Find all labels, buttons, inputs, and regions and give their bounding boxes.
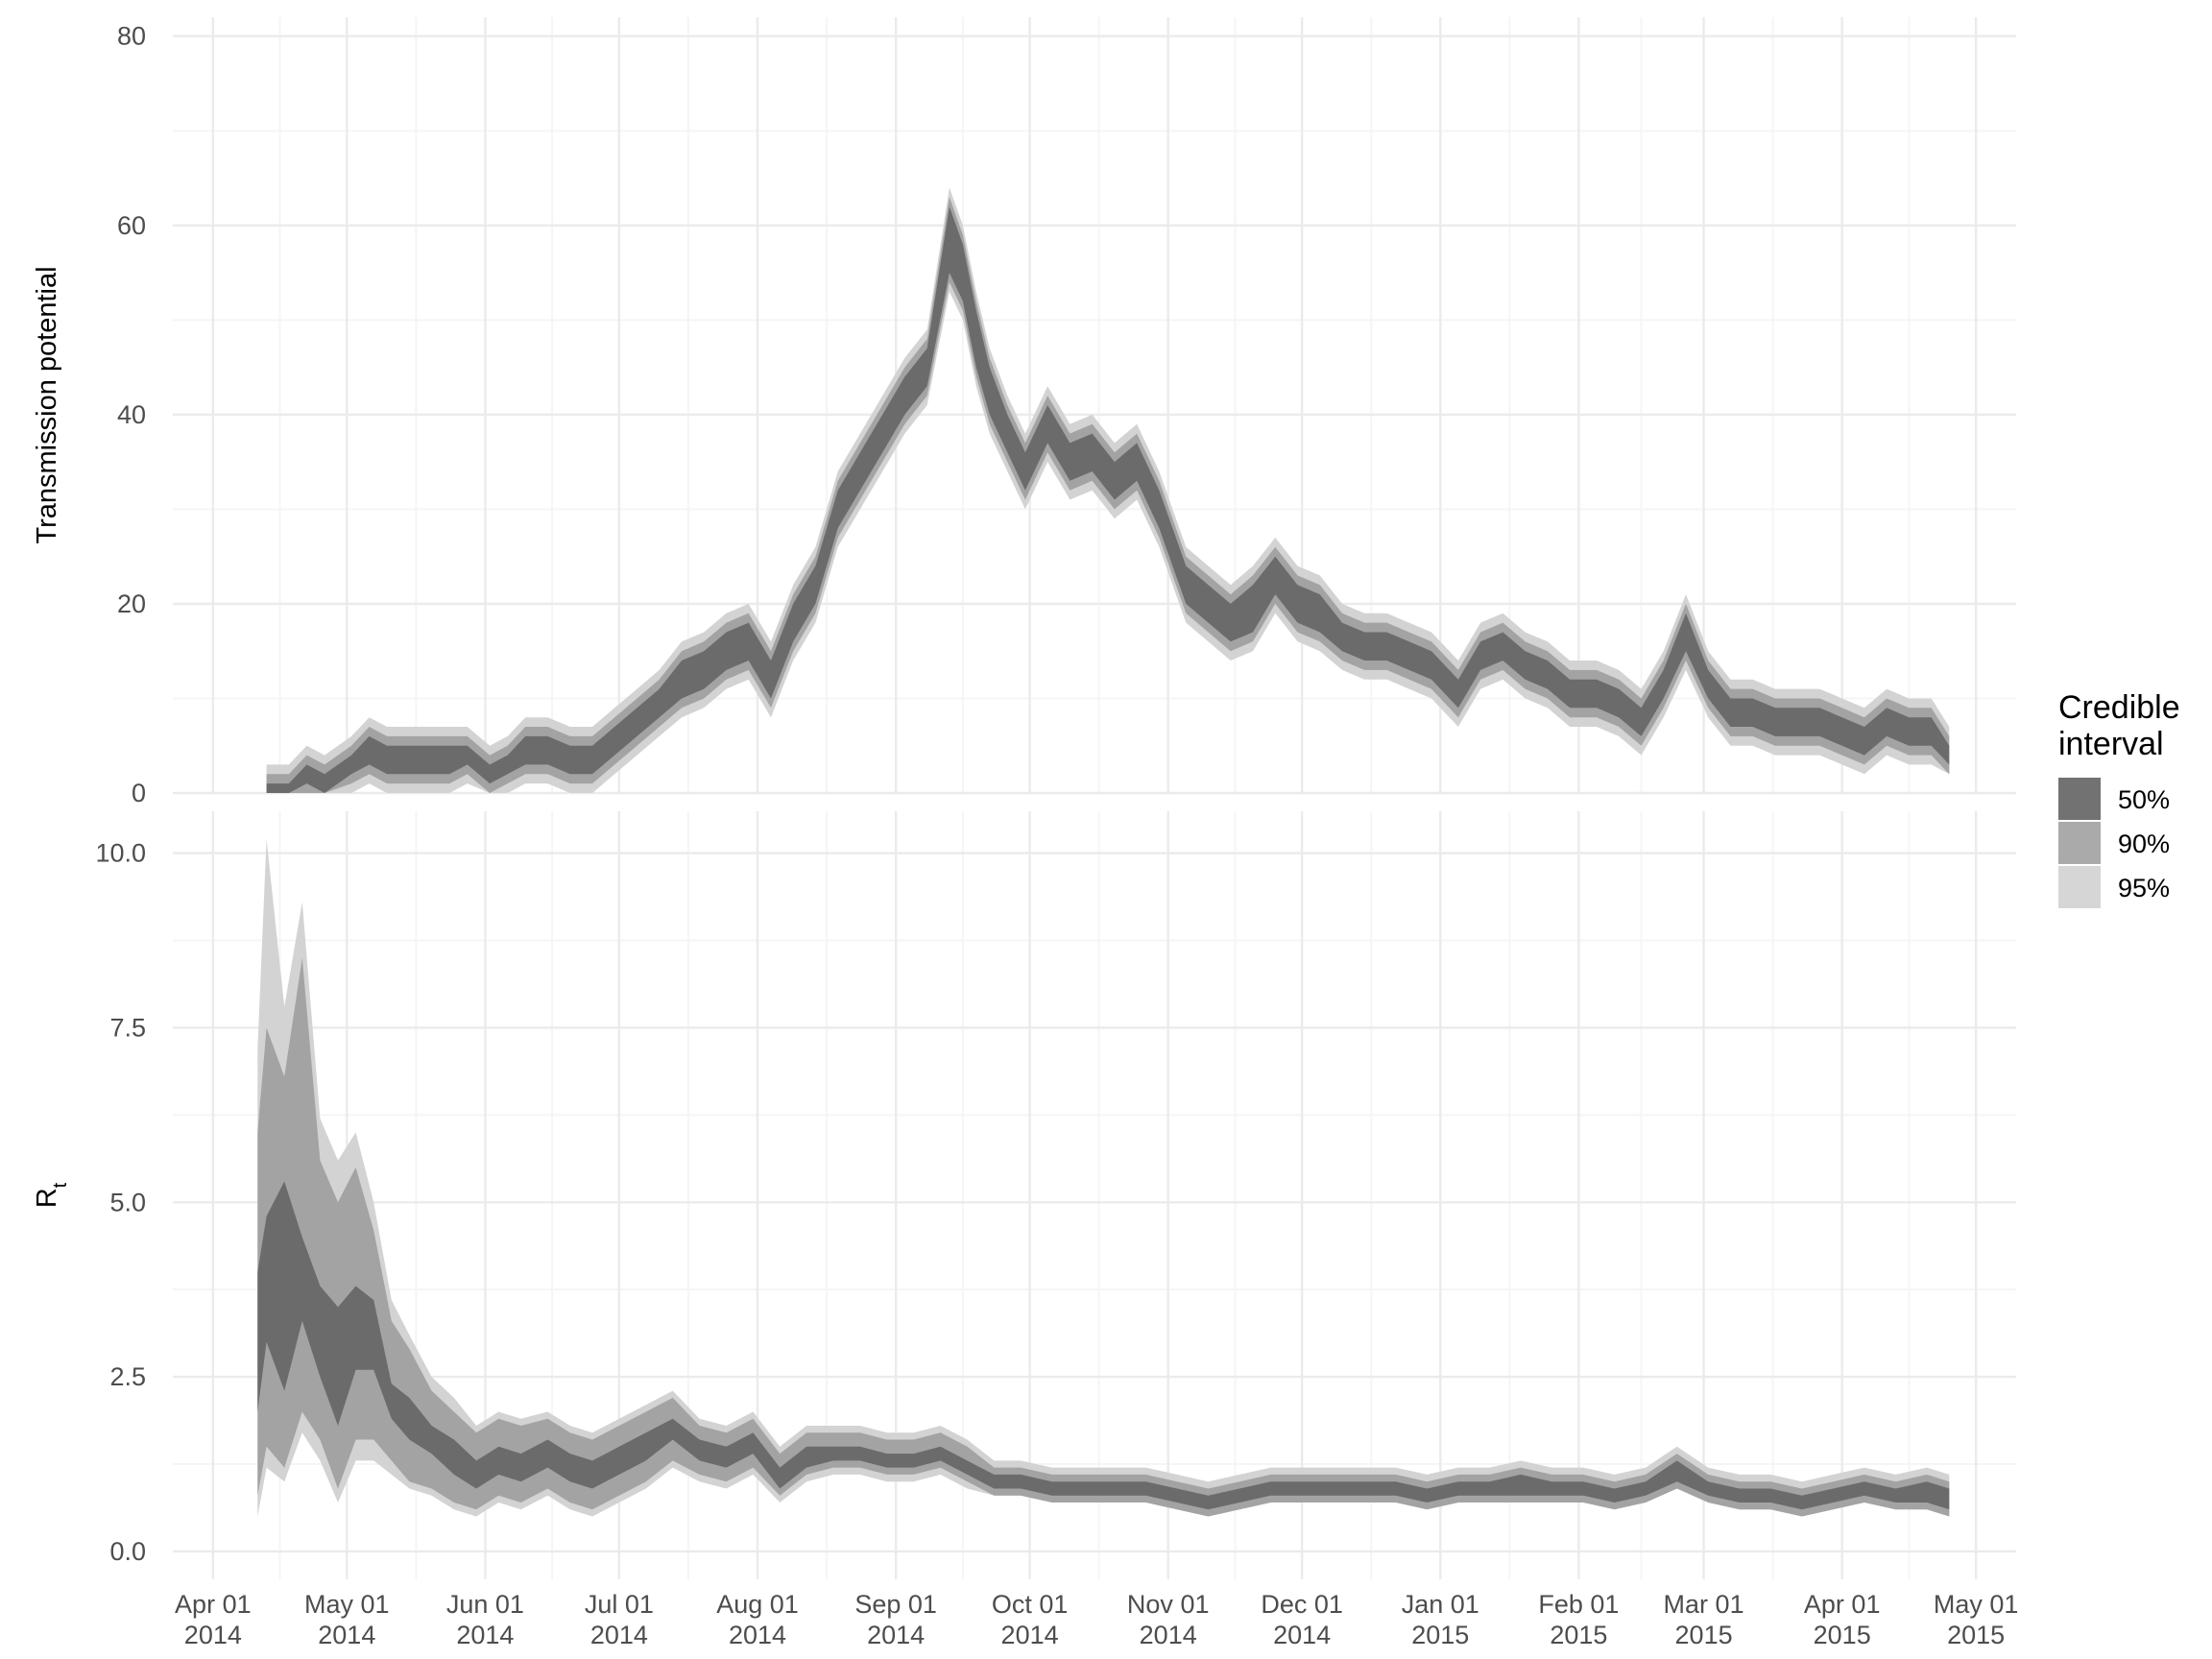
x-tick-year: 2014 (1273, 1621, 1331, 1649)
x-tick-label: Aug 01 (716, 1590, 799, 1619)
y-tick-label: 2.5 (109, 1362, 146, 1391)
x-tick-year: 2015 (1814, 1621, 1871, 1649)
bands-top (266, 187, 1950, 794)
x-tick-label: Feb 01 (1538, 1590, 1619, 1619)
x-tick-label: Dec 01 (1261, 1590, 1343, 1619)
legend-items: 50% 90% 95% (2058, 778, 2170, 908)
y-axis-title-top: Transmission potential (32, 266, 62, 543)
x-tick-label: May 01 (304, 1590, 390, 1619)
legend-label: 95% (2118, 874, 2170, 902)
y-axis-title-bottom: Rt (32, 1182, 71, 1208)
x-tick-label: Jun 01 (446, 1590, 524, 1619)
y-tick-label: 0 (132, 779, 146, 807)
x-tick-label: Jan 01 (1402, 1590, 1479, 1619)
x-tick-label: Oct 01 (992, 1590, 1069, 1619)
y-tick-label: 10.0 (95, 839, 146, 868)
x-tick-label: May 01 (1934, 1590, 2019, 1619)
y-tick-label: 0.0 (109, 1537, 146, 1566)
x-tick-year: 2014 (590, 1621, 648, 1649)
y-tick-label: 40 (117, 400, 146, 429)
x-tick-label: Nov 01 (1127, 1590, 1210, 1619)
legend-key-50pct (2058, 778, 2101, 820)
x-tick-year: 2014 (184, 1621, 242, 1649)
band-90pct (257, 957, 1950, 1517)
band-90pct (266, 197, 1950, 793)
x-tick-year: 2014 (1140, 1621, 1197, 1649)
legend-key-95pct (2058, 866, 2101, 908)
grid-top (173, 17, 2016, 795)
y-tick-label: 5.0 (109, 1188, 146, 1216)
x-tick-year: 2014 (456, 1621, 514, 1649)
legend-label: 90% (2118, 830, 2170, 858)
x-tick-label: Mar 01 (1664, 1590, 1744, 1619)
band-50pct (266, 206, 1950, 794)
band-50pct (257, 1181, 1950, 1510)
legend-key-90pct (2058, 822, 2101, 864)
x-tick-year: 2015 (1675, 1621, 1733, 1649)
x-tick-year: 2015 (1411, 1621, 1469, 1649)
x-tick-year: 2014 (729, 1621, 786, 1649)
y-tick-label: 20 (117, 589, 146, 618)
legend-label: 50% (2118, 785, 2170, 814)
legend-title-line1: Credible (2058, 689, 2180, 726)
x-tick-label: Sep 01 (854, 1590, 937, 1619)
legend: Credible interval 50% 90% 95% (2058, 689, 2180, 908)
y-ticks-bottom: 0.0 2.5 5.0 7.5 10.0 (95, 839, 146, 1566)
y-ticks-top: 0 20 40 60 80 (117, 22, 146, 807)
legend-title-line2: interval (2058, 726, 2164, 762)
y-tick-label: 60 (117, 211, 146, 240)
x-tick-year: 2014 (867, 1621, 925, 1649)
y-tick-label: 7.5 (109, 1013, 146, 1042)
panel-rt: 0.0 2.5 5.0 7.5 10.0 Rt (32, 811, 2016, 1579)
bands-bottom (257, 839, 1950, 1517)
x-tick-label: Apr 01 (175, 1590, 252, 1619)
x-tick-label: Jul 01 (585, 1590, 654, 1619)
x-tick-year: 2014 (1001, 1621, 1059, 1649)
y-tick-label: 80 (117, 22, 146, 51)
panel-transmission-potential: 0 20 40 60 80 Transmission potential (32, 17, 2016, 807)
grid-bottom (173, 811, 2016, 1579)
x-tick-label: Apr 01 (1804, 1590, 1881, 1619)
x-tick-year: 2015 (1550, 1621, 1607, 1649)
x-tick-year: 2014 (318, 1621, 375, 1649)
x-tick-year: 2015 (1947, 1621, 2005, 1649)
